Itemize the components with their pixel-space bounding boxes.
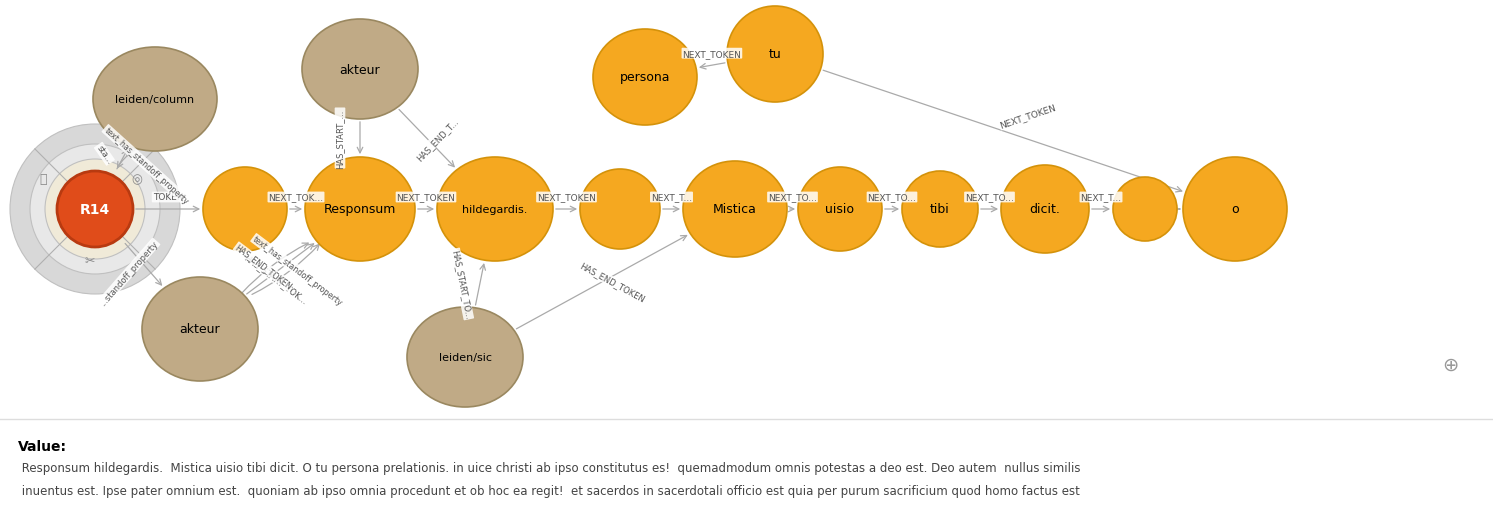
Text: hildegardis.: hildegardis.: [463, 205, 527, 215]
Text: R14: R14: [79, 203, 110, 216]
Text: akteur: akteur: [340, 64, 381, 76]
Text: Responsum: Responsum: [324, 203, 396, 216]
Text: TOKEN: TOKEN: [152, 193, 184, 202]
Ellipse shape: [579, 169, 660, 249]
Ellipse shape: [305, 158, 415, 262]
Text: HAS_START_TOK...: HAS_START_TOK...: [242, 252, 309, 305]
Ellipse shape: [93, 48, 216, 152]
Ellipse shape: [57, 172, 133, 247]
Text: Mistica: Mistica: [714, 203, 757, 216]
Text: NEXT_T...: NEXT_T...: [1081, 193, 1121, 202]
Text: o: o: [1232, 203, 1239, 216]
Text: NEXT_TOKEN: NEXT_TOKEN: [397, 193, 455, 202]
Text: HAS_START_...: HAS_START_...: [336, 109, 345, 168]
Text: NEXT_TOKEN: NEXT_TOKEN: [537, 193, 596, 202]
Ellipse shape: [302, 20, 418, 120]
Ellipse shape: [142, 277, 258, 381]
Ellipse shape: [45, 160, 145, 260]
Text: HAS_END_TOKEN: HAS_END_TOKEN: [233, 243, 294, 291]
Text: tu: tu: [769, 48, 781, 62]
Ellipse shape: [1000, 165, 1088, 253]
Text: NEXT_TOKEN: NEXT_TOKEN: [682, 49, 742, 59]
Ellipse shape: [1112, 178, 1176, 242]
Text: sta...: sta...: [94, 144, 113, 165]
Text: persona: persona: [620, 71, 670, 84]
Text: HAS_START_TO...: HAS_START_TO...: [451, 249, 473, 320]
Ellipse shape: [30, 145, 160, 274]
Text: ✂: ✂: [85, 255, 96, 268]
Text: NEXT_TO...: NEXT_TO...: [767, 193, 817, 202]
Text: HAS_END_T...: HAS_END_T...: [415, 116, 460, 162]
Text: inuentus est. Ipse pater omnium est.  quoniam ab ipso omnia procedunt et ob hoc : inuentus est. Ipse pater omnium est. quo…: [18, 484, 1079, 497]
Ellipse shape: [682, 162, 787, 258]
Ellipse shape: [902, 172, 978, 247]
Text: ◎: ◎: [131, 173, 142, 186]
Text: 🔒: 🔒: [39, 173, 46, 186]
Ellipse shape: [797, 167, 882, 251]
Text: NEXT_T...: NEXT_T...: [651, 193, 693, 202]
Ellipse shape: [1182, 158, 1287, 262]
Text: dicit.: dicit.: [1030, 203, 1060, 216]
Text: ⊕: ⊕: [1442, 355, 1459, 374]
Text: NEXT_TOKEN: NEXT_TOKEN: [999, 103, 1057, 130]
Ellipse shape: [203, 167, 287, 251]
Text: leiden/column: leiden/column: [115, 95, 194, 105]
Ellipse shape: [408, 307, 523, 407]
Ellipse shape: [437, 158, 552, 262]
Text: NEXT_TO...: NEXT_TO...: [964, 193, 1014, 202]
Ellipse shape: [593, 30, 697, 126]
Text: text_has_standoff_property: text_has_standoff_property: [103, 126, 190, 206]
Text: text_has_standoff_property: text_has_standoff_property: [251, 235, 345, 307]
Text: leiden/sic: leiden/sic: [439, 352, 491, 362]
Ellipse shape: [727, 7, 823, 103]
Text: ...standoff_property: ...standoff_property: [99, 239, 160, 307]
Text: Value:: Value:: [18, 439, 67, 453]
Text: tibi: tibi: [930, 203, 950, 216]
Text: NEXT_TO...: NEXT_TO...: [867, 193, 917, 202]
Text: akteur: akteur: [179, 323, 221, 336]
Text: uisio: uisio: [826, 203, 854, 216]
Ellipse shape: [10, 125, 181, 294]
Text: Responsum hildegardis.  Mistica uisio tibi dicit. O tu persona prelationis. in u: Responsum hildegardis. Mistica uisio tib…: [18, 461, 1081, 474]
Text: NEXT_TOK...: NEXT_TOK...: [269, 193, 324, 202]
Text: HAS_END_TOKEN: HAS_END_TOKEN: [578, 261, 646, 304]
